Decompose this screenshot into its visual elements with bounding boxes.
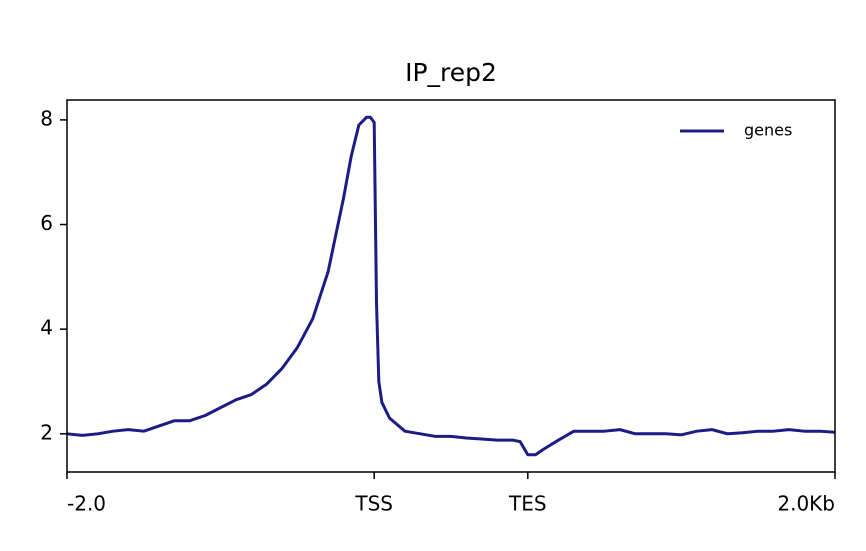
- data-line: [66, 115, 836, 457]
- x-tick-label: TSS: [354, 492, 393, 516]
- y-tick-label: 6: [40, 211, 53, 235]
- plot-frame: [66, 99, 836, 473]
- y-tick-label: 8: [40, 106, 53, 130]
- x-tick-label: -2.0: [67, 492, 106, 516]
- y-tick-label: 2: [40, 420, 53, 444]
- x-tick-label: 2.0Kb: [777, 492, 835, 516]
- y-tick-label: 4: [40, 316, 53, 340]
- legend-label: genes: [744, 121, 792, 140]
- x-tick-label: TES: [508, 492, 547, 516]
- chart-title: IP_rep2: [405, 58, 497, 87]
